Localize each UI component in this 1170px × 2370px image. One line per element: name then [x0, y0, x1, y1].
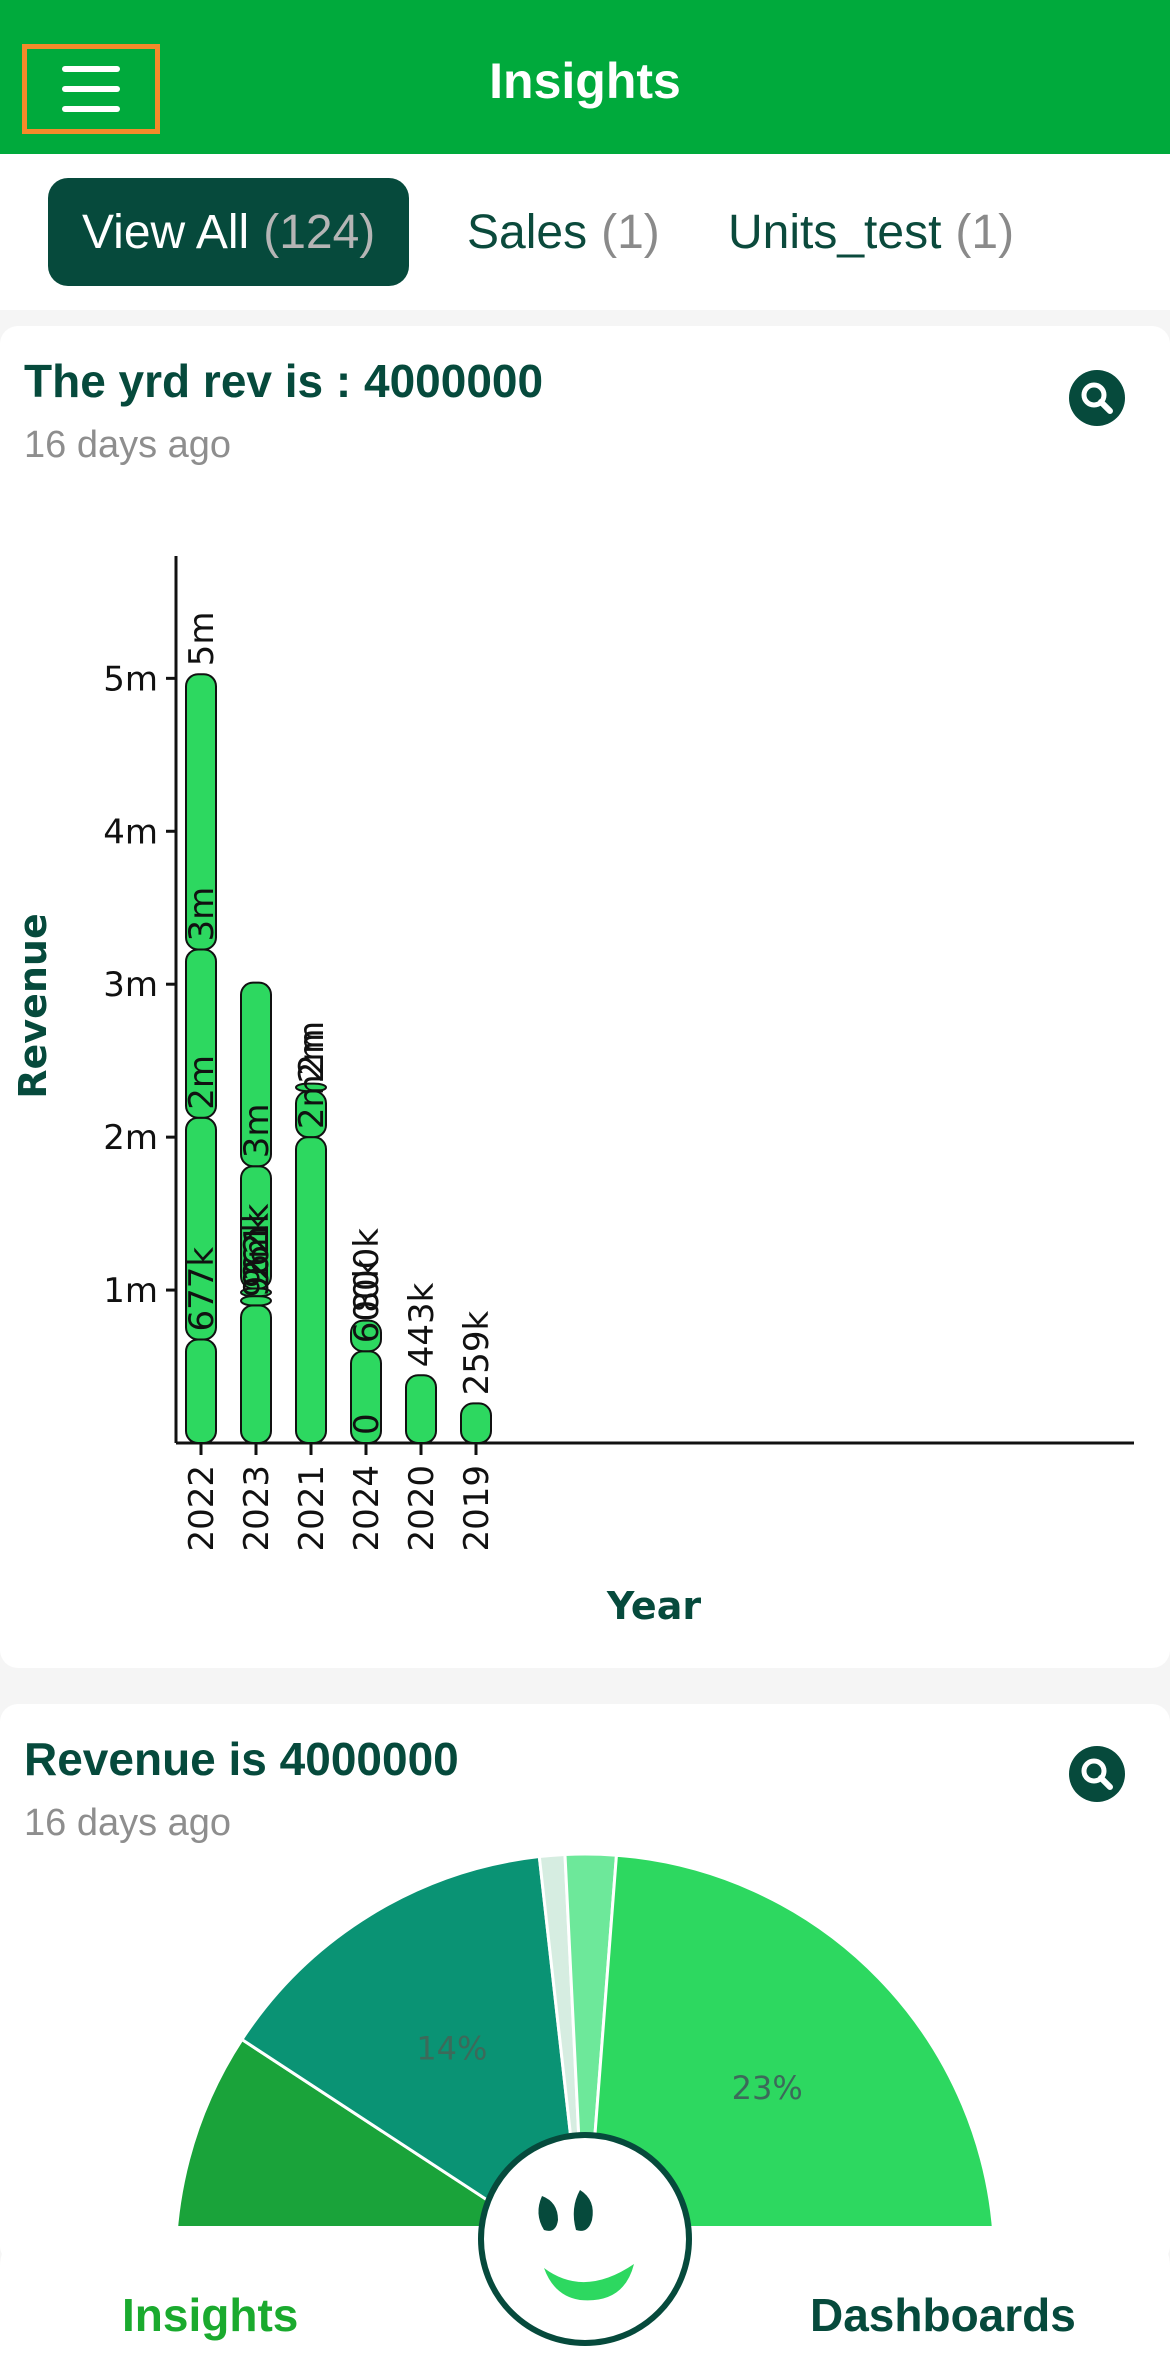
tab-sales[interactable]: Sales (1): [467, 178, 660, 286]
insight-card-bar[interactable]: The yrd rev is : 4000000 16 days ago 1m 2…: [0, 326, 1170, 1668]
y-tick-label: 3m: [103, 965, 158, 1005]
y-axis-title: Revenue: [11, 913, 55, 1098]
search-button[interactable]: [1069, 1746, 1125, 1802]
bar-value-label: 3m: [182, 887, 222, 942]
nav-dashboards[interactable]: Dashboards: [810, 2289, 1076, 2341]
smiley-logo-icon: [538, 2190, 634, 2301]
bar-value-label: 259k: [457, 1310, 497, 1395]
x-axis-title: Year: [606, 1584, 701, 1628]
app-header: Insights: [0, 0, 1170, 154]
bar-segment[interactable]: [295, 1136, 327, 1444]
card-timestamp: 16 days ago: [24, 1802, 232, 1844]
hamburger-menu-button[interactable]: [22, 44, 160, 134]
search-icon: [1081, 382, 1113, 414]
y-tick-label: 4m: [103, 812, 158, 852]
bar-segment[interactable]: [405, 1374, 437, 1445]
bar-value-label: 600k: [347, 1258, 387, 1343]
bar-value-label: 2m: [237, 1226, 277, 1281]
bar-segment[interactable]: [240, 981, 272, 1168]
bar-segment[interactable]: [240, 1304, 272, 1444]
bar-value-label: 0: [347, 1413, 387, 1435]
tab-label: View All: [82, 205, 250, 259]
tab-label: Units_test: [728, 205, 942, 259]
search-button[interactable]: [1069, 370, 1125, 426]
bar-value-label: 5m: [182, 611, 222, 666]
tab-count: (1): [955, 205, 1015, 259]
page-title: Insights: [489, 53, 681, 109]
bar-value-label: 2m: [292, 1074, 332, 1129]
y-tick-label: 1m: [103, 1271, 158, 1311]
y-tick-label: 5m: [103, 659, 158, 699]
card-timestamp: 16 days ago: [24, 424, 232, 466]
bar-segment[interactable]: [185, 1338, 217, 1445]
bar-value-label: 2m: [292, 1021, 332, 1076]
nav-insights[interactable]: Insights: [122, 2289, 299, 2341]
pie-slice-label: 23%: [732, 2069, 803, 2107]
tab-count: (124): [263, 205, 376, 259]
x-tick-label: 2019: [457, 1465, 497, 1552]
x-tick-label: 2021: [292, 1465, 332, 1552]
bar-segment[interactable]: [185, 673, 217, 951]
bar-value-label: 443k: [402, 1282, 442, 1367]
filter-tabs: View All (124) Sales (1) Units_test (1): [0, 154, 1170, 310]
pie-slice[interactable]: [239, 1854, 587, 2264]
x-tick-label: 2022: [182, 1465, 222, 1552]
revenue-bar-chart: 1m 2m 3m 4m 5m Revenue Year 677k 2m 3m 5m 2022 962k9…: [11, 556, 1134, 1628]
revenue-pie-chart: 14% 23%: [173, 1852, 997, 2264]
bar-value-label: 2m: [292, 1028, 332, 1083]
bar-value-label: 962k: [237, 1212, 277, 1297]
assistant-button[interactable]: [478, 2132, 692, 2346]
x-tick-label: 2024: [347, 1465, 387, 1552]
tab-view-all[interactable]: View All (124): [48, 178, 410, 286]
bar-value-label: 677k: [182, 1247, 222, 1332]
search-icon: [1081, 1758, 1113, 1790]
bar-segment[interactable]: [460, 1402, 492, 1445]
bar-segment[interactable]: [295, 1082, 327, 1093]
hamburger-icon: [62, 66, 120, 112]
tab-count: (1): [601, 205, 660, 259]
card-title: The yrd rev is : 4000000: [24, 355, 544, 407]
bar-segment[interactable]: [350, 1319, 382, 1353]
bar-value-label: 800k: [347, 1228, 387, 1313]
bar-value-label: 3m: [237, 1103, 277, 1158]
x-tick-label: 2020: [402, 1465, 442, 1552]
tab-label: Sales: [467, 205, 588, 259]
tab-units-test[interactable]: Units_test (1): [728, 178, 1014, 286]
pie-slice-label: 14%: [416, 2029, 487, 2067]
x-tick-label: 2023: [237, 1465, 277, 1552]
card-title: Revenue is 4000000: [24, 1733, 459, 1785]
bar-value-label: 2m: [182, 1055, 222, 1110]
pie-slice[interactable]: [583, 1853, 997, 2264]
y-tick-label: 2m: [103, 1118, 158, 1158]
bar-value-label: 961k: [237, 1203, 277, 1288]
